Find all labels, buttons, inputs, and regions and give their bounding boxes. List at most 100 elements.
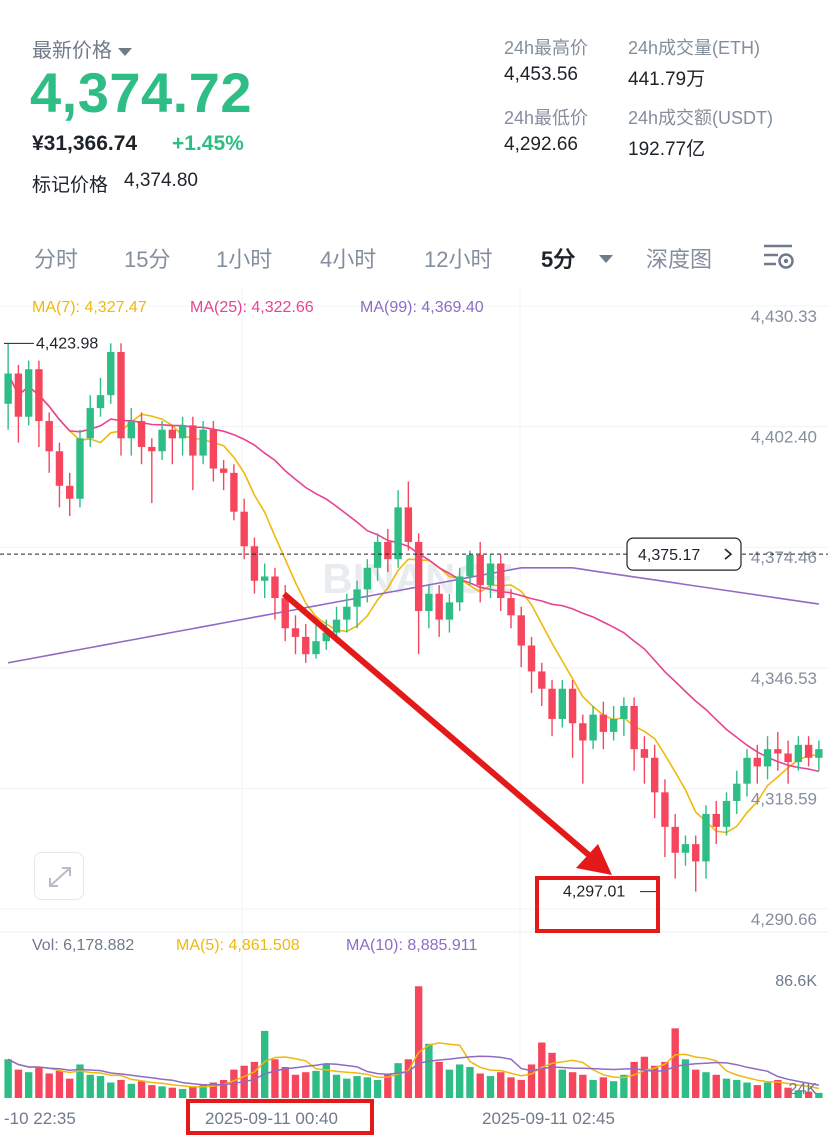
tab-4h[interactable]: 4小时 <box>320 247 377 272</box>
vol-eth-value: 441.79万 <box>628 69 706 90</box>
volume-bar <box>455 1064 464 1098</box>
candle-body <box>445 602 454 620</box>
volume-bar <box>96 1076 105 1098</box>
candle-body <box>45 421 53 452</box>
tab-12h[interactable]: 12小时 <box>424 247 493 272</box>
candlestick-chart[interactable]: BINANCE 4,430.334,402.404,374.464,346.53… <box>0 288 828 1148</box>
volume-bar <box>784 1087 792 1098</box>
annotation-arrow <box>282 591 612 875</box>
candle-body <box>322 632 330 642</box>
volume-bar <box>219 1079 228 1098</box>
candle-body <box>35 369 43 422</box>
volume-bar <box>538 1042 546 1098</box>
candle-body <box>497 563 505 599</box>
candle-body <box>178 425 187 439</box>
volume-bar <box>650 1065 659 1098</box>
fullscreen-button[interactable] <box>34 852 84 900</box>
candle-body <box>394 507 402 560</box>
candle-body <box>815 749 823 758</box>
tab-1h[interactable]: 1小时 <box>216 247 273 272</box>
candle-body <box>599 714 608 732</box>
volume-bar <box>86 1074 94 1098</box>
volume-bar <box>189 1086 197 1098</box>
tab-time-share[interactable]: 分时 <box>34 247 79 272</box>
candle-body <box>609 718 618 732</box>
legend-ma99: MA(99): 4,369.40 <box>360 299 484 316</box>
volume-bar <box>774 1079 782 1098</box>
volume-bar <box>815 1092 823 1098</box>
candle-body <box>363 567 372 590</box>
candle-body <box>219 468 228 473</box>
volume-bar <box>435 1061 443 1098</box>
caret-down-icon[interactable] <box>118 47 132 56</box>
current-price-tag[interactable]: 4,375.17 <box>626 537 742 571</box>
price-axis: 4,430.33 4,402.40 4,374.46 4,346.53 4,318.59… <box>751 307 817 929</box>
mark-price: 4,374.80 <box>124 170 198 191</box>
candle-body <box>476 554 484 586</box>
candle-body <box>804 744 813 758</box>
volume-bar <box>14 1069 23 1098</box>
candle-body <box>373 541 382 568</box>
volume-bar <box>404 1059 413 1098</box>
volume-bar <box>681 1059 690 1098</box>
candle-body <box>168 429 177 439</box>
candle-body <box>281 598 289 629</box>
candle-body <box>343 606 351 620</box>
price-change-percent: +1.45% <box>172 132 244 155</box>
candle-body <box>55 451 64 486</box>
volume-bar <box>291 1074 300 1098</box>
candle-body <box>137 421 146 447</box>
tab-15m[interactable]: 15分 <box>124 247 171 272</box>
candle-body <box>466 554 474 577</box>
volume-bar <box>363 1077 372 1098</box>
vol-usdt-label: 24h成交额(USDT) <box>628 108 774 128</box>
candle-body <box>384 541 392 560</box>
volume-bar <box>712 1074 720 1098</box>
candle-body <box>250 546 259 581</box>
volume-bar <box>763 1082 772 1098</box>
candle-body <box>794 744 803 763</box>
candle-body <box>671 826 679 853</box>
interval-dropdown-icon[interactable] <box>599 255 613 263</box>
volume-bar <box>589 1079 597 1098</box>
volume-bar <box>117 1079 125 1098</box>
volume-bar <box>743 1082 751 1098</box>
volume-bar <box>302 1072 310 1098</box>
candle-body <box>96 395 105 409</box>
candle-body <box>209 429 218 469</box>
candle-body <box>568 688 577 724</box>
volume-bar <box>620 1074 628 1098</box>
annotation-low-box <box>535 876 660 933</box>
volume-bar <box>661 1061 669 1098</box>
candle-body <box>312 641 320 655</box>
candle-body <box>76 438 84 499</box>
candle-body <box>527 645 536 672</box>
high-24h-label: 24h最高价 <box>504 38 589 58</box>
candle-body <box>579 723 587 741</box>
candle-body <box>558 688 567 719</box>
chart-settings-icon[interactable] <box>760 240 796 272</box>
volume-bar <box>579 1074 587 1098</box>
candle-body <box>548 688 556 719</box>
last-price-label[interactable]: 最新价格 <box>32 34 132 63</box>
volume-bar <box>476 1073 484 1098</box>
legend-ma25: MA(25): 4,322.66 <box>190 299 314 316</box>
tab-5m[interactable]: 5分 <box>541 247 576 272</box>
time-label-2: 2025-09-11 00:40 <box>205 1109 338 1128</box>
tab-depth[interactable]: 深度图 <box>646 247 713 272</box>
volume-bar <box>45 1073 53 1098</box>
candle-body <box>302 636 310 655</box>
price-axis-tick: 4,318.59 <box>751 789 817 808</box>
candle-body <box>127 421 135 439</box>
volume-bar <box>178 1088 187 1098</box>
candle-body <box>404 507 413 542</box>
candle-body <box>14 373 23 417</box>
candle-body <box>753 757 761 767</box>
volume-bar <box>599 1077 608 1098</box>
legend-ma7: MA(7): 4,327.47 <box>32 299 147 316</box>
volume-ma5-line <box>7 1042 820 1090</box>
volume-bar <box>107 1082 115 1098</box>
candle-body <box>507 598 515 616</box>
candle-body <box>199 429 207 456</box>
candle-body <box>743 757 751 784</box>
